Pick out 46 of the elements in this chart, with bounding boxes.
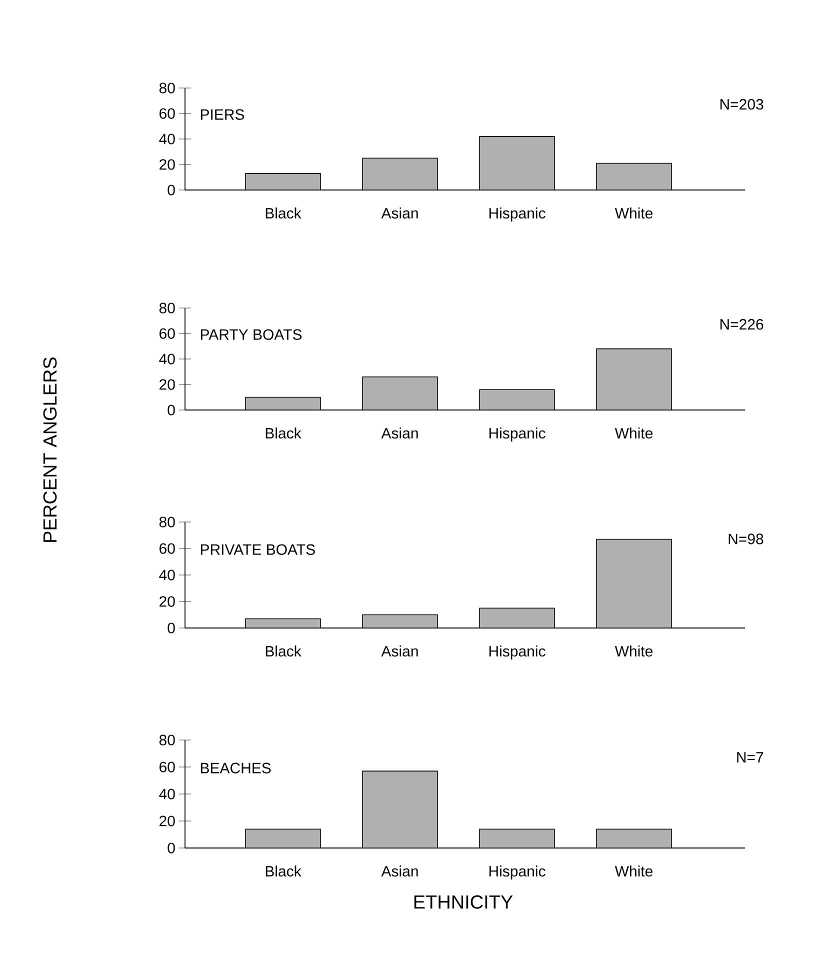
y-tick-label: 20 (160, 159, 175, 170)
x-tick-label: Black (266, 646, 302, 657)
y-axis-title: PERCENT ANGLERS (43, 357, 57, 542)
y-tick-label: 40 (159, 134, 175, 144)
x-tick-label: Hispanic (489, 208, 546, 222)
y-tick-label: 0 (168, 622, 175, 634)
y-tick-label: 80 (159, 516, 175, 528)
x-axis-title: ETHNICITY (414, 895, 513, 909)
y-tick-label: 0 (168, 184, 175, 196)
x-tick-label: Asian (381, 428, 418, 439)
y-tick-label: 0 (168, 404, 175, 416)
x-tick-label: White (614, 646, 653, 657)
annotation: N=226 (720, 319, 764, 330)
x-tick-label: Asian (381, 866, 418, 877)
y-tick-label: 60 (160, 543, 175, 554)
x-tick-label: White (614, 208, 653, 219)
x-tick-label: Black (266, 428, 302, 439)
x-tick-label: Hispanic (489, 428, 546, 442)
x-tick-label: Hispanic (489, 866, 546, 880)
y-tick-label: 80 (159, 302, 175, 314)
x-tick-label: White (614, 428, 653, 439)
y-tick-label: 20 (160, 379, 175, 390)
x-tick-label: Black (266, 866, 302, 877)
y-tick-label: 40 (159, 570, 175, 580)
annotation: N=203 (720, 99, 764, 110)
y-tick-label: 60 (160, 108, 175, 119)
y-tick-label: 20 (160, 816, 175, 826)
y-tick-label: 80 (159, 734, 175, 746)
x-tick-label: Asian (381, 208, 418, 219)
x-tick-label: Asian (381, 646, 418, 657)
x-tick-label: White (614, 866, 653, 877)
y-tick-label: 60 (160, 762, 175, 772)
x-tick-label: Black (266, 208, 302, 219)
text: PRIVATE BOATS (200, 544, 315, 555)
annotation: N=7 (737, 752, 764, 762)
y-tick-label: 80 (159, 82, 175, 94)
y-tick-label: 60 (160, 328, 175, 339)
text: PARTY BOATS (200, 329, 302, 340)
y-tick-label: 40 (159, 354, 175, 364)
text: BEACHES (200, 762, 271, 774)
y-tick-label: 20 (160, 596, 175, 607)
y-tick-label: 40 (159, 788, 175, 800)
y-tick-label: 0 (168, 842, 175, 854)
annotation: N=98 (728, 534, 764, 544)
text: PIERS (200, 109, 244, 120)
x-tick-label: Hispanic (489, 646, 546, 660)
